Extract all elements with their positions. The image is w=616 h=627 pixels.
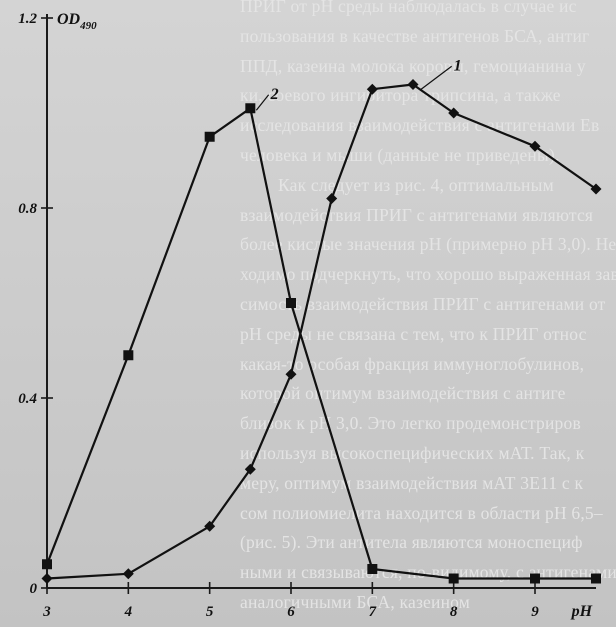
background-text-line: аналогичными БСА, казеином xyxy=(240,592,471,612)
y-axis-label-main: OD xyxy=(57,11,81,28)
series-1-line xyxy=(46,83,597,580)
y-tick-label: 0 xyxy=(30,581,38,597)
chart-axes xyxy=(46,14,596,589)
series-2-point xyxy=(245,103,256,114)
background-text-line: какая-то особая фракция иммуноглобулинов… xyxy=(240,353,585,374)
series-1-point xyxy=(590,183,602,195)
series-1-point xyxy=(366,83,378,95)
data-series: 12 xyxy=(41,57,602,584)
background-text-line: pH среды не связана с тем, что к ПРИГ от… xyxy=(240,323,587,344)
x-ticks: 3 4 5 6 7 8 9 xyxy=(42,582,539,620)
background-text-line: сом полиомиелита находится в области pH … xyxy=(240,502,603,523)
series-1-point xyxy=(41,573,53,584)
x-axis-label: pH xyxy=(570,603,593,620)
y-axis-label-subscript: 490 xyxy=(79,20,97,32)
y-tick-label: 1.2 xyxy=(18,11,37,27)
background-text-line: которой оптимум взаимодействия с антиге xyxy=(240,383,566,404)
axis-labels: OD490 pH xyxy=(57,11,593,620)
background-text-line: исследования взаимодействия с антигенами… xyxy=(240,115,600,136)
background-text-line: более кислые значения pH (примерно pH 3,… xyxy=(240,234,616,255)
background-text-line: ПРИГ от pH среды наблюдалась в случае ис xyxy=(240,0,577,16)
background-text-line: Как следует из рис. 4, оптимальным xyxy=(278,174,554,195)
series-2-point xyxy=(448,573,459,584)
y-axis-label: OD490 xyxy=(57,11,97,32)
background-text-line: меру, оптимум взаимодействия мАТ 3Е11 с … xyxy=(240,472,584,493)
series-2-point xyxy=(591,573,601,584)
series-2-line xyxy=(45,107,596,580)
series-1-point xyxy=(285,368,297,380)
y-ticks: 0 0.4 0.8 1.2 xyxy=(18,11,53,597)
x-tick-label: 8 xyxy=(450,604,458,620)
series-1-point xyxy=(407,79,419,90)
background-text-line: (рис. 5). Эти антитела являются моноспец… xyxy=(240,532,583,553)
series-1-point xyxy=(122,568,134,580)
x-tick-label: 3 xyxy=(42,604,51,620)
series-1-point xyxy=(244,463,256,475)
series-2-point xyxy=(42,559,52,570)
y-tick-label: 0.4 xyxy=(18,391,37,407)
series-1-point xyxy=(204,520,216,532)
series-2-label: 2 xyxy=(270,86,279,103)
background-text-line: человека и мыши (данные не приведены). xyxy=(240,145,560,165)
x-tick-label: 5 xyxy=(206,604,214,620)
series-2-point xyxy=(286,298,296,308)
series-2-point xyxy=(123,350,134,361)
series-1-label-leader xyxy=(420,65,453,90)
x-tick-label: 6 xyxy=(287,604,295,620)
series-2-point xyxy=(367,564,378,574)
series-2-point xyxy=(204,131,215,142)
background-text-line: ППД, казеина молока коровы, гемоцианина … xyxy=(240,55,586,76)
background-text-line: пользования в качестве антигенов БСА, ан… xyxy=(240,25,590,46)
series-2-label-leader xyxy=(255,94,270,111)
y-tick-label: 0.8 xyxy=(18,201,37,217)
x-tick-label: 7 xyxy=(369,604,377,620)
background-text-line: ки, соевого ингибитора трипсина, а также xyxy=(240,85,561,106)
series-1-point xyxy=(448,107,460,119)
background-text-line: симость взаимодействия ПРИГ с антигенами… xyxy=(240,294,606,314)
series-1-point xyxy=(529,140,541,152)
background-text-line: используя высокоспецифических мАТ. Так, … xyxy=(240,443,585,463)
x-tick-label: 4 xyxy=(124,604,133,620)
series-1-point xyxy=(326,193,338,204)
x-tick-label: 9 xyxy=(531,604,539,620)
series-1-label: 1 xyxy=(454,57,462,74)
background-text-line: ходимо подчеркнуть, что хорошо выраженна… xyxy=(240,264,616,285)
background-text-line: ными и связываются, по-видимому, с антиг… xyxy=(240,562,616,583)
series-2-point xyxy=(530,573,540,584)
